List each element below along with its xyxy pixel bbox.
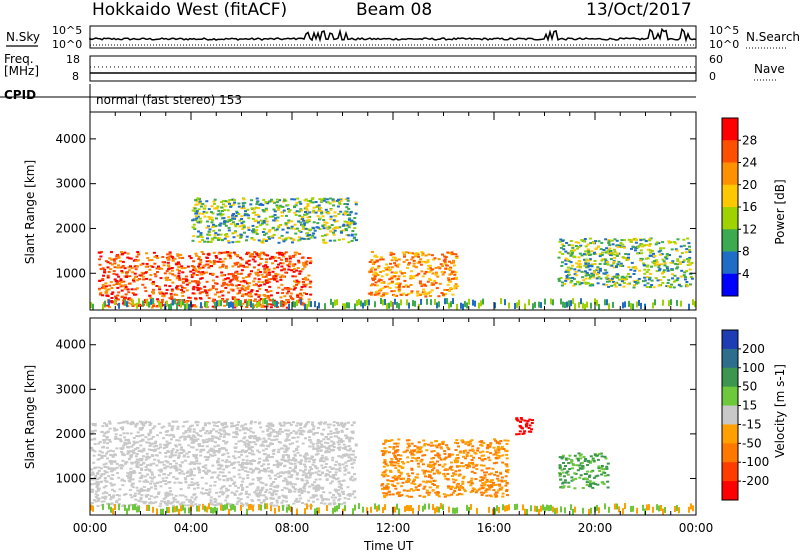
freq-panel	[89, 55, 697, 82]
ytick-label: 1000	[55, 266, 86, 280]
colorbar-swatch	[722, 367, 738, 388]
nave-tick-top: 60	[709, 53, 723, 66]
colorbar-swatch	[722, 443, 738, 463]
colorbar-tick-label: 200	[742, 342, 765, 356]
xtick-label: 00:00	[679, 521, 714, 535]
freq-label: Freq.	[4, 52, 34, 66]
nsky-trace	[89, 27, 697, 43]
freq-tick-bottom: 8	[72, 70, 79, 83]
beam-label: Beam 08	[356, 0, 433, 20]
ytick-label: 4000	[55, 338, 86, 352]
colorbar-tick-label: 28	[742, 133, 757, 147]
colorbar-tick-label: 16	[742, 200, 757, 214]
date-label: 13/Oct/2017	[586, 0, 692, 20]
noise-panel	[89, 25, 697, 49]
colorbar-swatch	[722, 273, 738, 297]
ytick-label: 4000	[55, 132, 86, 146]
noise-tick-bottom-right: 10^0	[709, 38, 740, 51]
colorbar-tick-label: 100	[742, 361, 765, 375]
colorbar-tick-label: 20	[742, 178, 757, 192]
xtick-label: 04:00	[174, 521, 209, 535]
colorbar-swatch	[722, 424, 738, 444]
colorbar-tick-label: -100	[742, 455, 769, 469]
xtick-label: 20:00	[578, 521, 613, 535]
heatmap-cells-power	[90, 197, 696, 310]
ytick-label: 1000	[55, 471, 86, 485]
xaxis-label: Time UT	[364, 539, 414, 553]
colorbar-tick-label: 4	[742, 267, 750, 281]
colorbar-swatch	[722, 118, 738, 141]
colorbar-swatch	[722, 405, 738, 425]
xtick-label: 08:00	[275, 521, 310, 535]
nave-tick-bottom: 0	[709, 70, 716, 83]
colorbar-swatch	[722, 251, 738, 275]
colorbar-swatch	[722, 207, 738, 230]
colorbar-swatch	[722, 462, 738, 482]
ytick-label: 2000	[55, 427, 86, 441]
nsky-label: N.Sky	[6, 30, 41, 44]
colorbar-swatch	[722, 162, 738, 186]
colorbar-tick-label: 50	[742, 380, 757, 394]
noise-tick-top: 10^5	[52, 24, 83, 37]
xtick-label: 16:00	[477, 521, 512, 535]
colorbar-tick-label: 15	[742, 399, 757, 413]
colorbar-tick-label: -50	[742, 436, 762, 450]
nave-label: Nave	[754, 62, 785, 76]
colorbar-swatch	[722, 386, 738, 407]
cpid-label: CPID	[4, 88, 37, 102]
ytick-label: 3000	[55, 382, 86, 396]
colorbar-swatch	[722, 330, 738, 350]
xtick-label: 12:00	[376, 521, 411, 535]
colorbar-tick-label: 8	[742, 245, 750, 259]
colorbar-swatch	[722, 140, 738, 163]
colorbar-swatch	[722, 229, 738, 252]
freq-tick-top: 18	[66, 53, 80, 66]
colorbar-frame	[721, 329, 739, 501]
heatmap-cells-velocity	[90, 417, 694, 515]
colorbar-swatch	[722, 184, 738, 208]
ytick-label: 3000	[55, 177, 86, 191]
noise-tick-top-right: 10^5	[709, 24, 740, 37]
colorbar-swatch	[722, 481, 738, 501]
station-title: Hokkaido West (fitACF)	[92, 0, 288, 20]
colorbar-tick-label: 24	[742, 156, 757, 170]
noise-tick-bottom: 10^0	[52, 38, 83, 51]
nsearch-label: N.Search	[746, 30, 800, 44]
freq-unit: [MHz]	[4, 64, 40, 78]
colorbar-tick-label: 12	[742, 222, 757, 236]
colorbar-tick-label: -200	[742, 474, 769, 488]
colorbar-swatch	[722, 348, 738, 369]
xtick-label: 00:00	[73, 521, 108, 535]
ytick-label: 2000	[55, 221, 86, 235]
colorbar-tick-label: -15	[742, 417, 762, 431]
